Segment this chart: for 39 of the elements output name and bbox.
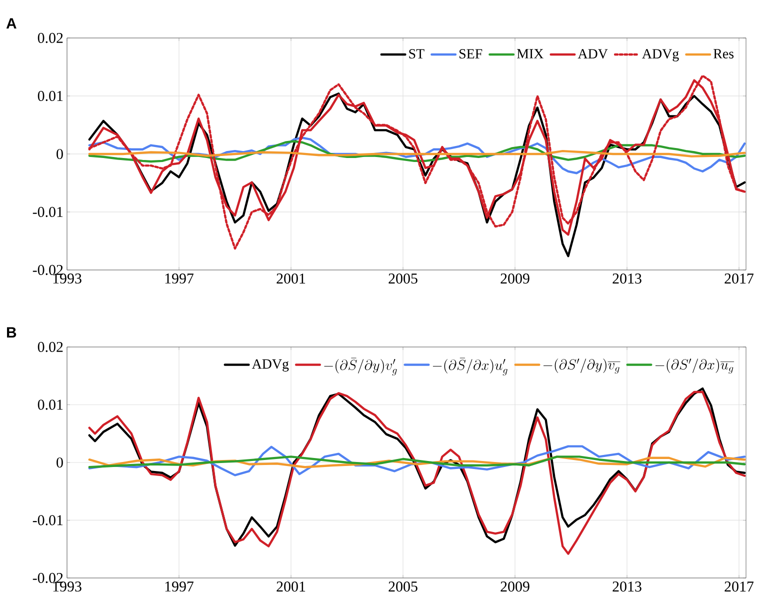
x-tick-label: 2017: [724, 582, 754, 592]
chart-title: B: [7, 327, 16, 338]
x-tick-label: 1997: [165, 274, 194, 284]
legend-label: ADV: [578, 49, 608, 59]
y-tick-label: 0: [56, 148, 63, 160]
x-tick-label: 2013: [612, 274, 642, 284]
x-tick-label: 2017: [724, 274, 754, 284]
x-tick-label: 1993: [53, 274, 82, 284]
x-tick-label: 2013: [612, 582, 642, 592]
legend-label: SEF: [460, 49, 482, 59]
x-tick-label: 2009: [500, 274, 530, 284]
legend-label: Res: [714, 49, 734, 58]
y-tick-label: 0.01: [38, 400, 63, 410]
legend-label: $-(\partial \bar{S}/\partial x)u_g'$: [432, 358, 508, 376]
x-tick-label: 1997: [165, 582, 194, 592]
x-tick-label: 2005: [388, 582, 418, 592]
x-tick-label: 1993: [53, 582, 82, 592]
legend-label: $-(\partial \bar{S}/\partial y)v_g'$: [324, 358, 397, 376]
x-tick-label: 2001: [276, 582, 306, 592]
x-tick-label: 2001: [276, 274, 306, 284]
y-tick-label: -0.01: [32, 206, 63, 218]
y-tick-label: -0.02: [32, 264, 63, 276]
chart-title: A: [6, 18, 16, 28]
legend-label: ST: [409, 49, 424, 59]
y-tick-label: 0.02: [38, 342, 63, 352]
legend-label: $-(\partial S'/\partial x)\overline{u_g}$: [655, 358, 734, 374]
line-series: [88, 445, 746, 476]
y-tick-label: 0: [56, 457, 63, 468]
y-tick-label: 0.02: [38, 32, 63, 44]
y-tick-label: -0.02: [32, 572, 63, 584]
y-tick-label: 0.01: [38, 90, 63, 102]
x-tick-label: 2009: [500, 582, 530, 592]
legend-label: ADVg: [642, 49, 679, 62]
legend-label: ADVg: [252, 359, 289, 372]
legend-label: $-(\partial S'/\partial y)\overline{v_g}$: [543, 358, 620, 374]
line-series: [88, 456, 746, 468]
x-tick-label: 2005: [388, 274, 418, 284]
legend-label: MIX: [517, 49, 544, 58]
y-tick-label: -0.01: [32, 515, 63, 526]
